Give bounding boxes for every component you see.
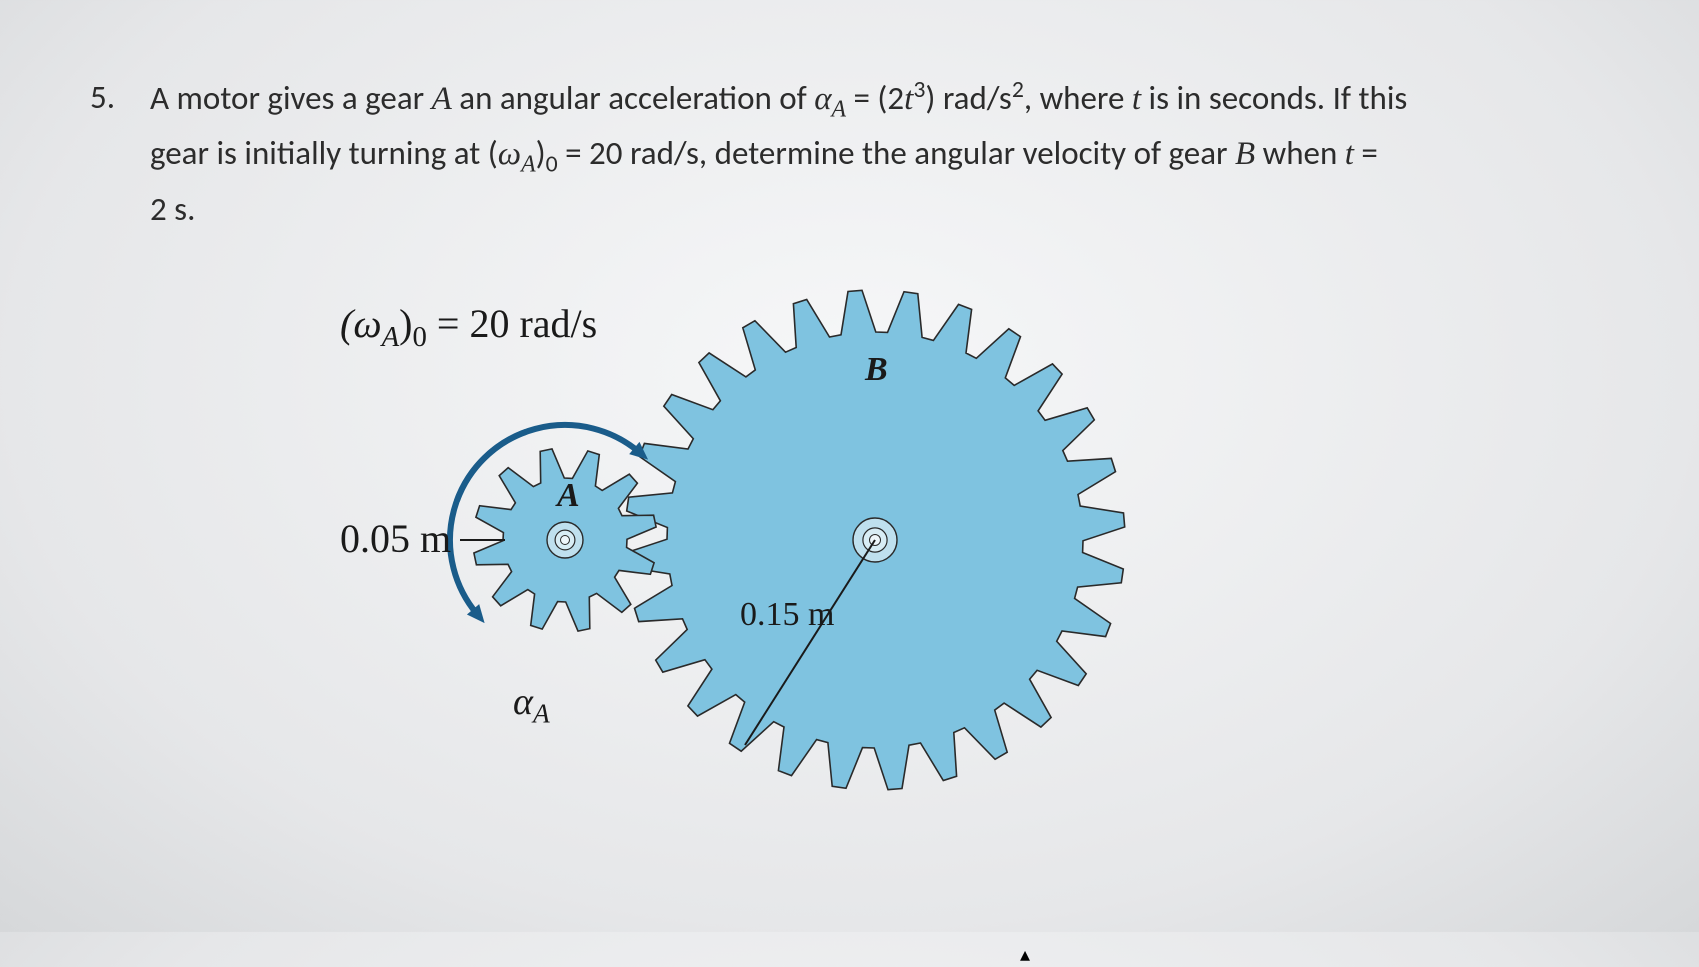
gear-svg: 0.15 m B A <box>330 270 1230 890</box>
text: ) rad/s <box>925 78 1011 118</box>
omega-value: = 20 rad/s <box>427 301 597 346</box>
text: A motor gives a gear <box>150 78 432 118</box>
gear-diagram: (ωA)0 = 20 rad/s 0.05 m αA 0.15 m B A <box>330 270 1230 890</box>
gear-B-letter: B <box>864 351 888 388</box>
omega-symbol: (ω <box>340 301 382 346</box>
alpha-subscript: A <box>533 699 550 729</box>
alpha-symbol: α <box>814 81 831 117</box>
alpha-subscript: A <box>832 97 847 123</box>
text: = 20 rad/s, determine the angular veloci… <box>558 133 1235 173</box>
text: when <box>1255 133 1345 173</box>
cursor-icon: ▴ <box>1020 942 1030 967</box>
text: = <box>1354 133 1378 173</box>
exponent: 2 <box>1012 75 1024 104</box>
radius-B-text: 0.15 m <box>740 596 834 633</box>
text: 2 s. <box>150 189 195 229</box>
exponent: 3 <box>913 75 925 104</box>
omega-subscript: A <box>521 152 536 178</box>
text: ) <box>536 133 546 173</box>
var-t: t <box>1132 81 1141 117</box>
subscript-zero: 0 <box>412 321 426 353</box>
text: an angular acceleration of <box>452 78 814 118</box>
text: is in seconds. If this <box>1141 78 1407 118</box>
gear-A-ref: A <box>432 81 452 117</box>
gear-A-letter: A <box>555 477 580 514</box>
alpha-A-label: αA <box>513 680 550 730</box>
problem-body: A motor gives a gear A an angular accele… <box>150 72 1630 235</box>
text: , where <box>1024 78 1132 118</box>
alpha-symbol: α <box>513 681 533 723</box>
text: gear is initially turning at ( <box>150 133 498 173</box>
var-t: t <box>1345 136 1354 172</box>
problem-number: 5. <box>90 72 150 123</box>
paren: ) <box>399 301 412 346</box>
gear-B-ref: B <box>1235 136 1255 172</box>
problem-statement: 5. A motor gives a gear A an angular acc… <box>90 72 1650 235</box>
var-t: t <box>904 81 913 117</box>
omega-symbol: ω <box>498 136 521 172</box>
subscript-zero: 0 <box>546 150 558 179</box>
radius-A-label: 0.05 m <box>340 515 451 562</box>
omega-initial-label: (ωA)0 = 20 rad/s <box>340 300 597 354</box>
omega-subscript: A <box>382 321 400 353</box>
text: = (2 <box>846 78 904 118</box>
